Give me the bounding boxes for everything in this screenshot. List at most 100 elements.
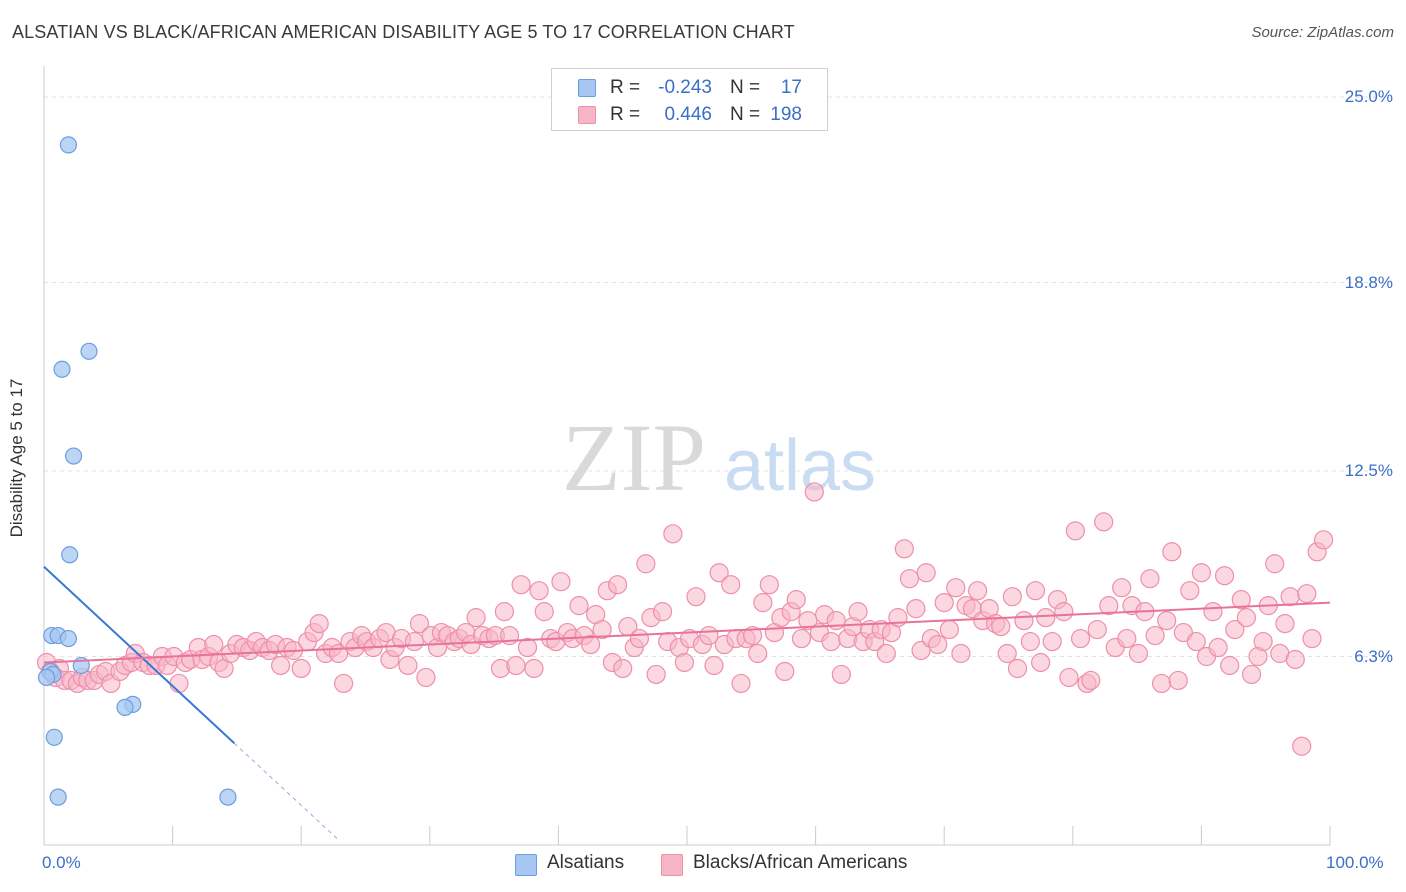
- black-african-american-point-150[interactable]: [899, 569, 920, 589]
- alsatian-point-0[interactable]: [59, 136, 78, 154]
- black-african-american-point-116[interactable]: [709, 563, 729, 583]
- alsatian-point-11[interactable]: [37, 668, 56, 687]
- black-african-american-point-162[interactable]: [968, 581, 988, 601]
- black-african-american-point-175[interactable]: [1042, 631, 1062, 652]
- black-african-american-point-118[interactable]: [721, 575, 741, 595]
- black-african-american-point-80[interactable]: [506, 655, 526, 676]
- black-african-american-point-125[interactable]: [759, 575, 779, 595]
- alsatian-point-7[interactable]: [59, 629, 78, 648]
- black-african-american-point-171[interactable]: [1020, 631, 1040, 652]
- black-african-american-point-203[interactable]: [1203, 602, 1223, 622]
- black-african-american-point-200[interactable]: [1186, 631, 1206, 652]
- black-african-american-point-29[interactable]: [204, 634, 224, 655]
- black-african-american-point-63[interactable]: [409, 613, 430, 634]
- black-african-american-point-167[interactable]: [997, 643, 1017, 664]
- black-african-american-point-43[interactable]: [291, 658, 311, 679]
- black-african-american-point-209[interactable]: [1236, 608, 1257, 628]
- black-african-american-point-159[interactable]: [951, 643, 971, 664]
- black-african-american-point-220[interactable]: [1297, 584, 1317, 604]
- black-african-american-point-180[interactable]: [1070, 628, 1091, 649]
- black-african-american-point-132[interactable]: [798, 610, 818, 631]
- black-african-american-point-168[interactable]: [1002, 587, 1022, 607]
- black-african-american-point-99[interactable]: [613, 658, 633, 679]
- black-african-american-point-131[interactable]: [791, 628, 812, 649]
- black-african-american-point-199[interactable]: [1180, 581, 1200, 601]
- black-african-american-point-91[interactable]: [569, 596, 589, 616]
- black-african-american-point-217[interactable]: [1280, 587, 1300, 607]
- black-african-american-point-83[interactable]: [524, 658, 544, 679]
- black-african-american-point-98[interactable]: [607, 575, 628, 595]
- black-african-american-point-156[interactable]: [934, 593, 954, 613]
- black-african-american-point-106[interactable]: [652, 602, 673, 622]
- black-african-american-point-187[interactable]: [1112, 578, 1132, 598]
- black-african-american-point-210[interactable]: [1241, 664, 1262, 685]
- black-african-american-point-216[interactable]: [1275, 613, 1295, 634]
- black-african-american-point-221[interactable]: [1302, 628, 1322, 649]
- black-african-american-point-149[interactable]: [894, 539, 914, 559]
- black-african-american-point-151[interactable]: [906, 599, 926, 619]
- alsatian-point-1[interactable]: [80, 342, 98, 360]
- black-african-american-point-73[interactable]: [466, 608, 486, 628]
- black-african-american-point-62[interactable]: [404, 631, 424, 652]
- black-african-american-point-136[interactable]: [821, 631, 841, 652]
- black-african-american-point-128[interactable]: [775, 661, 795, 682]
- black-african-american-point-108[interactable]: [663, 524, 683, 544]
- black-african-american-point-93[interactable]: [580, 634, 601, 655]
- black-african-american-point-204[interactable]: [1208, 637, 1228, 658]
- black-african-american-point-197[interactable]: [1168, 670, 1188, 691]
- black-african-american-point-185[interactable]: [1099, 596, 1119, 616]
- black-african-american-point-195[interactable]: [1157, 610, 1177, 631]
- black-african-american-point-130[interactable]: [786, 590, 806, 610]
- black-african-american-point-133[interactable]: [804, 482, 824, 502]
- black-african-american-point-102[interactable]: [629, 628, 650, 649]
- black-african-american-point-78[interactable]: [494, 602, 514, 622]
- black-african-american-point-138[interactable]: [831, 664, 851, 685]
- black-african-american-point-155[interactable]: [928, 634, 948, 655]
- black-african-american-point-170[interactable]: [1014, 610, 1034, 631]
- black-african-american-point-61[interactable]: [398, 655, 418, 676]
- black-african-american-point-182[interactable]: [1081, 670, 1101, 691]
- black-african-american-point-153[interactable]: [916, 563, 936, 583]
- black-african-american-point-85[interactable]: [534, 602, 554, 622]
- black-african-american-point-158[interactable]: [946, 578, 966, 598]
- black-african-american-point-183[interactable]: [1087, 619, 1107, 640]
- black-african-american-point-123[interactable]: [748, 643, 768, 664]
- black-african-american-point-223[interactable]: [1313, 530, 1334, 550]
- black-african-american-point-184[interactable]: [1094, 512, 1114, 532]
- alsatian-point-16[interactable]: [219, 788, 237, 806]
- black-african-american-point-81[interactable]: [511, 575, 531, 595]
- black-african-american-point-157[interactable]: [939, 619, 959, 640]
- black-african-american-point-141[interactable]: [848, 602, 868, 622]
- black-african-american-point-40[interactable]: [271, 655, 291, 676]
- black-african-american-point-214[interactable]: [1265, 554, 1285, 574]
- black-african-american-point-207[interactable]: [1225, 619, 1245, 640]
- black-african-american-point-112[interactable]: [686, 587, 706, 607]
- alsatian-point-14[interactable]: [45, 728, 63, 746]
- black-african-american-point-193[interactable]: [1145, 625, 1165, 646]
- alsatian-point-4[interactable]: [61, 546, 79, 564]
- black-african-american-point-95[interactable]: [592, 619, 612, 640]
- black-african-american-point-46[interactable]: [309, 613, 329, 634]
- black-african-american-point-23[interactable]: [169, 673, 189, 694]
- black-african-american-point-218[interactable]: [1285, 649, 1305, 670]
- black-african-american-point-208[interactable]: [1231, 590, 1251, 610]
- black-african-american-point-212[interactable]: [1253, 631, 1273, 652]
- black-african-american-point-219[interactable]: [1292, 736, 1312, 756]
- black-african-american-point-84[interactable]: [529, 581, 549, 601]
- black-african-american-point-120[interactable]: [731, 673, 751, 694]
- black-african-american-point-174[interactable]: [1036, 608, 1056, 628]
- black-african-american-point-166[interactable]: [991, 616, 1011, 637]
- black-african-american-point-169[interactable]: [1007, 658, 1028, 679]
- black-african-american-point-77[interactable]: [490, 658, 511, 679]
- alsatian-point-13[interactable]: [116, 698, 134, 716]
- alsatian-point-3[interactable]: [64, 447, 83, 465]
- black-african-american-point-196[interactable]: [1162, 542, 1182, 562]
- black-african-american-point-201[interactable]: [1191, 563, 1212, 583]
- black-african-american-point-122[interactable]: [742, 625, 763, 646]
- black-african-american-point-105[interactable]: [646, 664, 666, 685]
- alsatian-point-15[interactable]: [49, 788, 67, 806]
- black-african-american-point-190[interactable]: [1128, 643, 1148, 664]
- black-african-american-point-124[interactable]: [753, 593, 773, 613]
- black-african-american-point-82[interactable]: [517, 637, 538, 658]
- alsatian-point-2[interactable]: [53, 360, 71, 378]
